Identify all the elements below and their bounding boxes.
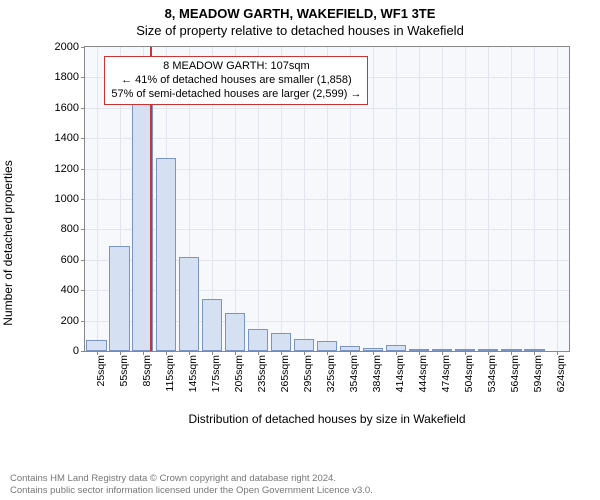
y-axis-label: Number of detached properties [1,160,15,325]
gridline-v [97,47,98,351]
x-tick-label: 354sqm [348,351,360,392]
page-subtitle: Size of property relative to detached ho… [0,23,600,38]
x-tick-label: 145sqm [187,351,199,392]
gridline-v [557,47,558,351]
histogram-bar [202,299,222,351]
page-title: 8, MEADOW GARTH, WAKEFIELD, WF1 3TE [0,6,600,21]
marker-annotation: 8 MEADOW GARTH: 107sqm← 41% of detached … [104,56,368,105]
gridline-v [511,47,512,351]
x-tick-label: 594sqm [532,351,544,392]
x-tick-label: 534sqm [486,351,498,392]
histogram-bar [225,313,245,351]
x-tick-label: 235sqm [256,351,268,392]
gridline-v [373,47,374,351]
x-tick-label: 55sqm [118,351,130,387]
x-tick-label: 85sqm [141,351,153,387]
x-tick-label: 265sqm [279,351,291,392]
y-tick-label: 800 [61,223,85,235]
x-tick-label: 474sqm [440,351,452,392]
plot-area: 020040060080010001200140016001800200025s… [84,46,570,352]
x-tick-label: 325sqm [325,351,337,392]
gridline-v [419,47,420,351]
histogram-bar [271,333,291,351]
x-tick-label: 444sqm [417,351,429,392]
gridline-v [396,47,397,351]
y-tick-label: 200 [61,315,85,327]
histogram-bar [317,341,337,351]
annotation-line: ← 41% of detached houses are smaller (1,… [111,74,361,88]
y-tick-label: 1400 [55,132,85,144]
annotation-line: 8 MEADOW GARTH: 107sqm [111,60,361,74]
x-tick-label: 115sqm [164,351,176,392]
x-axis-label: Distribution of detached houses by size … [84,412,570,426]
x-tick-label: 175sqm [210,351,222,392]
footer-line-1: Contains HM Land Registry data © Crown c… [10,473,373,484]
gridline-v [465,47,466,351]
y-tick-label: 600 [61,254,85,266]
y-tick-label: 1800 [55,71,85,83]
y-tick-label: 1200 [55,163,85,175]
y-tick-label: 0 [73,345,85,357]
histogram-bar [248,329,268,351]
x-tick-label: 624sqm [555,351,567,392]
y-tick-label: 2000 [55,41,85,53]
gridline-v [488,47,489,351]
x-tick-label: 295sqm [302,351,314,392]
histogram-chart: Number of detached properties 0200400600… [38,46,578,426]
attribution-footer: Contains HM Land Registry data © Crown c… [10,473,373,496]
x-tick-label: 384sqm [371,351,383,392]
histogram-bar [156,158,176,351]
x-tick-label: 205sqm [233,351,245,392]
x-tick-label: 564sqm [509,351,521,392]
y-tick-label: 1600 [55,102,85,114]
footer-line-2: Contains public sector information licen… [10,485,373,496]
x-tick-label: 504sqm [463,351,475,392]
histogram-bar [179,257,199,351]
y-tick-label: 1000 [55,193,85,205]
gridline-v [534,47,535,351]
x-tick-label: 414sqm [394,351,406,392]
annotation-line: 57% of semi-detached houses are larger (… [111,88,361,102]
y-tick-label: 400 [61,284,85,296]
gridline-v [442,47,443,351]
histogram-bar [294,339,314,351]
histogram-bar [109,246,129,351]
x-tick-label: 25sqm [95,351,107,387]
histogram-bar [86,340,106,351]
